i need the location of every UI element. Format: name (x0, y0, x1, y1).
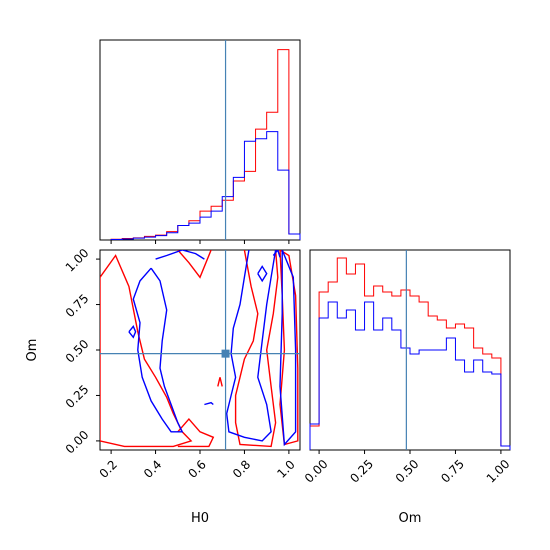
histogram-series-1 (309, 301, 511, 450)
joint-x-tick-label-1: 0.4 (141, 457, 164, 480)
contour-0-4 (234, 250, 279, 448)
contour-1-6 (257, 265, 268, 283)
contour-1-4 (225, 250, 277, 442)
om-x-tick-label-3: 0.75 (438, 457, 467, 486)
contour-0-1 (177, 250, 212, 279)
joint-x-tick-label-0: 0.2 (97, 457, 120, 480)
contour-0-0 (100, 254, 193, 448)
x-axis-label-h0: H0 (191, 511, 209, 526)
contour-0-3 (217, 377, 223, 387)
contour-1-5 (279, 250, 297, 447)
contour-1-7 (272, 250, 281, 258)
contour-1-0 (155, 250, 205, 260)
joint-x-tick-label-2: 0.6 (185, 457, 208, 480)
truth-marker (221, 349, 230, 358)
tick-marks: 0.2 0.4 0.6 0.8 1.00.000.250.500.751.000.00 0… (63, 240, 513, 486)
contour-1-3 (204, 401, 214, 406)
h0-histogram (110, 40, 301, 241)
h0-om-contours (100, 250, 300, 450)
contour-group (100, 250, 299, 448)
om-x-tick-label-1: 0.25 (347, 457, 376, 486)
om-histogram (309, 250, 511, 450)
histogram-series-0 (309, 257, 511, 450)
histogram-series-1 (110, 131, 301, 241)
h0-marginal-panel (99, 39, 301, 241)
histogram-series-0 (110, 49, 301, 240)
contour-1-2 (128, 325, 137, 339)
joint-x-tick-label-4: 1.0 (274, 457, 297, 480)
y-axis-label-om: Om (25, 339, 40, 362)
joint-x-tick-label-3: 0.8 (230, 457, 253, 480)
joint-y-tick-label-4: 1.00 (63, 246, 92, 275)
om-x-tick-label-4: 1.00 (484, 457, 513, 486)
contour-1-1 (132, 267, 184, 433)
joint-y-tick-label-3: 0.75 (63, 291, 92, 320)
joint-y-tick-label-1: 0.25 (63, 382, 92, 411)
joint-y-tick-label-0: 0.00 (63, 428, 92, 457)
om-x-tick-label-2: 0.50 (393, 457, 422, 486)
contour-0-2 (177, 418, 215, 448)
x-axis-label-om: Om (399, 511, 422, 526)
om-x-tick-label-0: 0.00 (302, 457, 331, 486)
joint-y-tick-label-2: 0.50 (63, 337, 92, 366)
